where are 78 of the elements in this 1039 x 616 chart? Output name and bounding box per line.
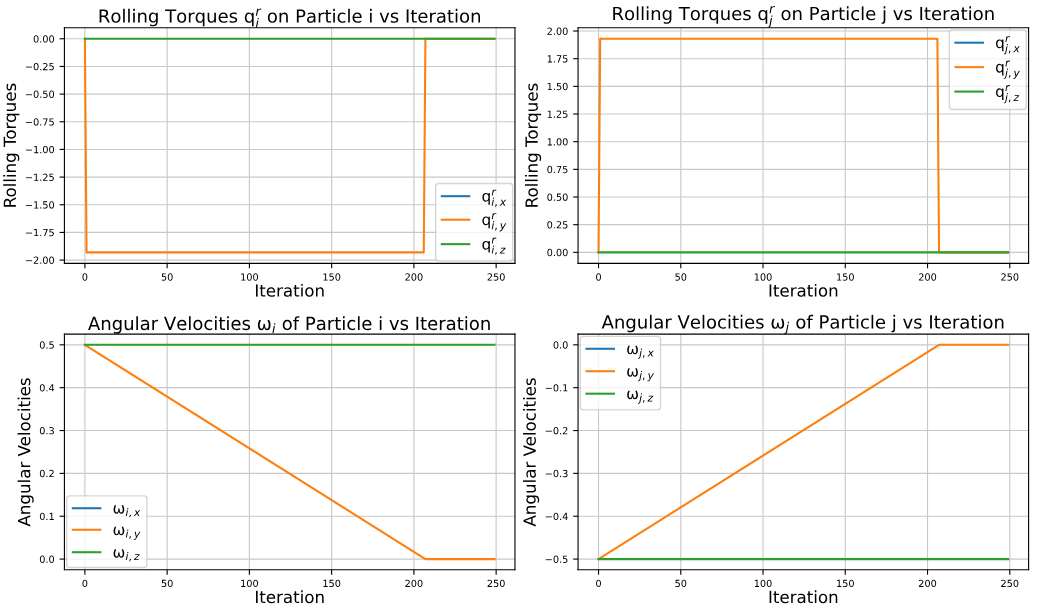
- x-axis-title: Iteration: [769, 283, 838, 297]
- y-tick-label: 1.50: [547, 82, 568, 91]
- y-tick-label: −0.75: [25, 118, 54, 126]
- y-axis-title: Rolling Torques: [525, 83, 542, 207]
- y-axis-title: Rolling Torques: [3, 83, 20, 207]
- y-tick-label: 0.0: [39, 555, 55, 563]
- legend-label: ω$_{j,z}$: [627, 390, 654, 404]
- y-tick-label: 1.25: [547, 110, 568, 118]
- y-tick-label: −0.1: [545, 384, 568, 392]
- y-tick-label: −1.25: [25, 173, 54, 181]
- y-tick-label: −0.4: [545, 512, 568, 521]
- y-tick-label: 0.1: [39, 512, 54, 521]
- x-tick-label: 150: [323, 579, 341, 588]
- y-tick-label: −0.50: [25, 90, 55, 98]
- x-tick-label: 150: [837, 579, 854, 588]
- y-tick-label: −0.25: [25, 62, 54, 71]
- y-tick-label: 0.0: [553, 341, 568, 349]
- legend-label: ω$_{i,z}$: [113, 549, 140, 562]
- x-tick-label: 250: [487, 273, 505, 281]
- x-tick-label: 50: [161, 579, 173, 588]
- y-tick-label: 0.25: [547, 221, 568, 229]
- legend-label: q$^{r}$$_{i,z}$: [482, 237, 506, 255]
- chart-title: Rolling Torques q$^{r}$$_{j}$ on Particle j vs Iteration: [613, 6, 994, 28]
- y-axis-title: Angular Velocities: [17, 378, 34, 527]
- y-tick-label: 1.75: [547, 55, 568, 63]
- legend-label: q$^{r}$$_{j,x}$: [995, 36, 1020, 55]
- x-tick-label: 200: [405, 273, 423, 281]
- y-tick-label: −1.50: [25, 201, 55, 209]
- x-axis-title: Iteration: [255, 590, 324, 604]
- y-tick-label: 0.4: [39, 384, 55, 392]
- x-tick-label: 0: [596, 273, 601, 281]
- x-tick-label: 200: [405, 579, 423, 588]
- y-tick-label: 2.00: [547, 27, 568, 35]
- y-axis-title: Angular Velocities: [523, 378, 540, 527]
- y-tick-label: −0.2: [545, 427, 568, 435]
- x-tick-label: 100: [241, 579, 259, 588]
- x-tick-label: 200: [918, 273, 937, 281]
- x-tick-label: 250: [1001, 273, 1019, 281]
- x-tick-label: 250: [1001, 579, 1019, 588]
- y-tick-label: −1.00: [25, 145, 55, 154]
- y-tick-label: 0.00: [547, 248, 568, 257]
- legend-label: ω$_{j,x}$: [627, 345, 654, 359]
- y-tick-label: 0.50: [547, 193, 568, 201]
- x-tick-label: 100: [754, 579, 772, 588]
- legend-label: q$^{r}$$_{j,z}$: [995, 85, 1020, 104]
- legend-label: q$^{r}$$_{i,x}$: [482, 189, 507, 207]
- legend-label: ω$_{i,x}$: [113, 505, 141, 518]
- y-tick-label: 0.3: [39, 427, 54, 435]
- legend-label: ω$_{j,y}$: [627, 368, 655, 382]
- y-tick-label: −0.3: [545, 469, 568, 478]
- y-tick-label: 0.2: [39, 469, 54, 478]
- chart-title: Angular Velocities ω$_{j}$ of Particle j vs Iteration: [601, 314, 1004, 335]
- x-tick-label: 100: [754, 273, 772, 281]
- x-tick-label: 150: [837, 273, 854, 281]
- y-tick-label: 0.75: [547, 165, 568, 174]
- x-tick-label: 0: [82, 273, 88, 281]
- x-tick-label: 50: [675, 273, 687, 281]
- x-axis-title: Iteration: [255, 283, 324, 297]
- y-tick-label: −2.00: [25, 256, 55, 264]
- y-tick-label: −1.75: [25, 229, 54, 237]
- x-axis-title: Iteration: [769, 590, 838, 604]
- x-tick-label: 50: [675, 579, 687, 588]
- legend-label: q$^{r}$$_{i,y}$: [482, 213, 507, 232]
- x-tick-label: 250: [487, 579, 505, 588]
- x-tick-label: 200: [918, 579, 937, 588]
- y-tick-label: 0.00: [33, 35, 55, 43]
- x-tick-label: 0: [596, 579, 601, 588]
- legend-label: ω$_{i,y}$: [113, 526, 141, 540]
- x-tick-label: 0: [82, 579, 88, 588]
- x-tick-label: 100: [241, 273, 259, 281]
- y-tick-label: 1.00: [547, 138, 568, 146]
- x-tick-label: 50: [161, 273, 173, 281]
- y-tick-label: 0.5: [39, 341, 54, 349]
- y-tick-label: −0.5: [545, 555, 568, 563]
- legend-label: q$^{r}$$_{j,y}$: [995, 60, 1020, 79]
- chart-title: Angular Velocities ω$_{i}$ of Particle i vs Iteration: [88, 316, 490, 334]
- x-tick-label: 150: [323, 273, 341, 281]
- chart-title: Rolling Torques q$^{r}$$_{i}$ on Particle i vs Iteration: [99, 8, 480, 28]
